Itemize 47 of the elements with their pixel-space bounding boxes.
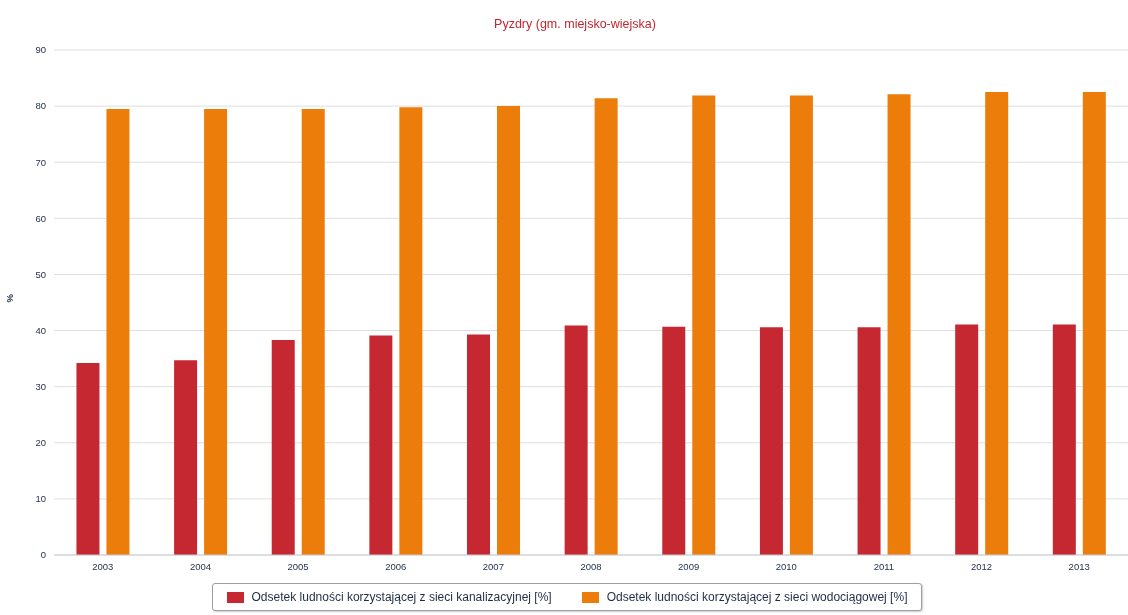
legend-label: Odsetek ludności korzystającej z sieci wodociągowej [%] — [606, 590, 908, 604]
y-tick-label: 50 — [35, 268, 46, 280]
x-tick-label: 2011 — [873, 560, 895, 572]
y-tick-label: 20 — [35, 437, 46, 449]
bar — [887, 94, 911, 555]
bar — [985, 92, 1009, 555]
bar — [369, 335, 393, 555]
y-tick-label: 60 — [35, 212, 46, 224]
bar — [594, 98, 618, 555]
bar — [1052, 324, 1076, 555]
x-tick-label: 2005 — [287, 560, 309, 572]
bar — [789, 95, 813, 555]
bar — [759, 327, 783, 555]
bar — [955, 324, 979, 555]
x-tick-label: 2003 — [92, 560, 114, 572]
bar — [564, 325, 588, 555]
bar — [271, 340, 295, 555]
y-tick-label: 40 — [35, 324, 46, 336]
bar — [174, 360, 198, 555]
bar — [662, 326, 686, 555]
bar — [76, 363, 100, 555]
x-tick-label: 2006 — [385, 560, 407, 572]
bar — [106, 108, 130, 555]
y-tick-label: 10 — [35, 493, 46, 505]
bar — [399, 107, 423, 555]
bar — [467, 334, 490, 555]
bar — [1082, 92, 1106, 555]
bar — [692, 95, 716, 555]
y-tick-label: 80 — [35, 100, 46, 112]
x-tick-label: 2004 — [189, 560, 212, 572]
y-tick-label: 90 — [35, 44, 46, 56]
bar — [497, 106, 520, 555]
y-tick-label: 0 — [40, 549, 46, 561]
bar — [857, 327, 881, 555]
x-tick-label: 2007 — [482, 560, 504, 572]
y-tick-label: 70 — [35, 156, 46, 168]
chart-title: Pyzdry (gm. miejsko-wiejska) — [493, 17, 657, 31]
legend-label: Odsetek ludności korzystającej z sieci kanalizacyjnej [%] — [251, 590, 552, 604]
x-tick-label: 2012 — [970, 560, 993, 572]
y-tick-label: 30 — [35, 381, 46, 393]
bar — [301, 108, 325, 555]
x-tick-label: 2009 — [678, 560, 700, 572]
x-tick-label: 2013 — [1068, 560, 1090, 572]
x-tick-label: 2008 — [580, 560, 602, 572]
x-tick-label: 2010 — [775, 560, 797, 572]
bar — [204, 108, 228, 555]
y-axis-title: % — [4, 293, 16, 303]
